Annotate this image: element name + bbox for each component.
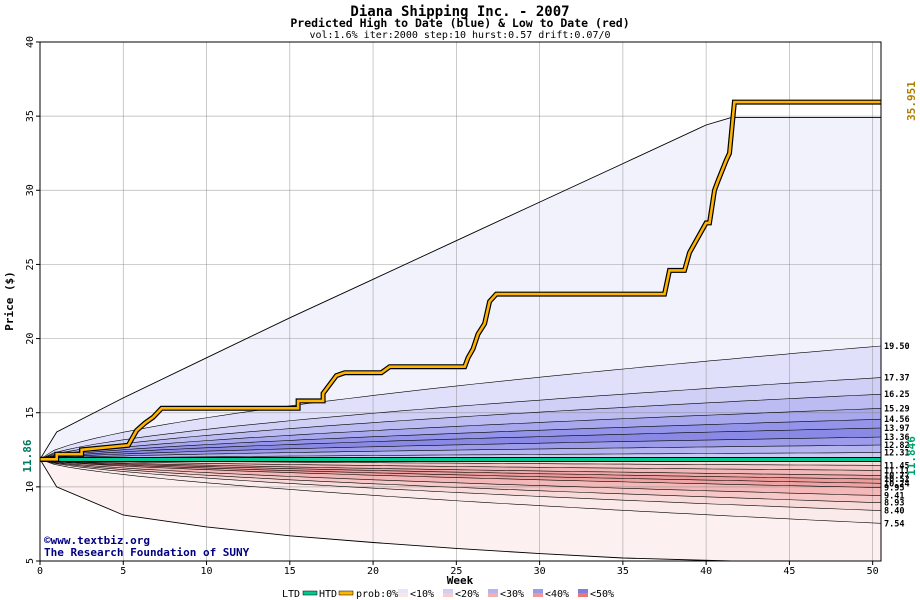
upper-band-line-4 [39,418,882,460]
upper-band-line-1 [39,377,882,460]
series-lines [39,99,882,562]
band-label-3: 15.29 [884,404,910,414]
legend-swatch-red-2 [488,593,498,597]
legend-swatch-red-4 [578,593,588,597]
legend-item-label-0: <10% [410,589,434,600]
band-label-8: 12.31 [884,449,910,459]
band-label-15: 9.41 [884,492,904,502]
legend-ltd-label: LTD [282,589,300,600]
high-to-date-line [40,100,881,461]
legend-item-label-4: <50% [590,589,614,600]
band-label-17: 8.40 [884,507,904,517]
upper-band-line-3 [39,408,882,460]
plot-border [39,41,882,562]
x-tick-label-15: 15 [284,566,296,577]
lower-band-line-8 [39,459,882,511]
upper-band-line-0 [39,345,882,460]
x-tick-label-5: 5 [120,566,126,577]
lower-band-line-6 [39,459,882,496]
x-tick-label-0: 0 [37,566,43,577]
watermark-url: ©www.textbiz.org [44,534,150,547]
legend-ltd-swatch [302,590,318,596]
band-label-6: 13.36 [884,433,910,443]
current-price-label: 11.846 [905,436,918,476]
legend-htd-swatch [338,590,354,596]
x-tick-label-30: 30 [534,566,546,577]
watermark-org: The Research Foundation of SUNY [44,546,250,559]
y-tick-label-40: 40 [25,36,36,48]
lower-band-line-1 [39,459,882,471]
legend-swatch-blue-1 [443,589,453,593]
legend-swatch-blue-4 [578,589,588,593]
band-label-14: 9.95 [884,484,904,494]
y-tick-label-10: 10 [25,481,36,493]
y-tick-label-35: 35 [25,110,36,122]
band-label-13: 10.24 [884,479,910,489]
lower-band-line-7 [39,459,882,503]
upper-band-line-2 [39,393,882,460]
y-tick-label-25: 25 [25,258,36,270]
chart-subtitle: Predicted High to Date (blue) & Low to D… [290,16,629,30]
start-price-label: 11.86 [21,439,34,472]
y-tick-label-5: 5 [25,558,36,564]
legend-item-label-1: <20% [455,589,479,600]
band-label-0: 19.50 [884,342,910,352]
x-tick-label-40: 40 [700,566,712,577]
upper-band-line-5 [39,427,882,460]
band-label-10: 11.11 [884,466,910,476]
legend-swatch-blue-2 [488,589,498,593]
legend-swatch-red-0 [398,593,408,597]
legend-swatch-blue-3 [533,589,543,593]
band-label-16: 8.93 [884,499,904,509]
band-label-11: 10.77 [884,471,910,481]
band-label-5: 13.97 [884,424,910,434]
high-to-date-label: 35.951 [905,81,918,121]
x-tick-label-10: 10 [201,566,213,577]
x-tick-label-20: 20 [367,566,379,577]
legend-swatch-red-1 [443,593,453,597]
x-tick-label-50: 50 [867,566,879,577]
legend-item-label-3: <40% [545,589,569,600]
band-label-1: 17.37 [884,374,910,384]
lower-band-line-2 [39,459,882,476]
band-labels: 19.50 17.37 16.25 15.2914.5613.9713.3612.82… [884,342,910,529]
legend-swatch-red-3 [533,593,543,597]
lower-band-line-3 [39,459,882,480]
y-tick-label-30: 30 [25,184,36,196]
band-label-18: 7.54 [884,519,904,529]
y-tick-label-20: 20 [25,333,36,345]
lower-band-line-4 [39,459,882,484]
chart-title: Diana Shipping Inc. - 2007 [350,4,569,20]
legend-prob-label: prob:0% [356,589,398,600]
x-axis-label: Week [447,574,474,587]
x-tick-label-25: 25 [450,566,462,577]
band-label-12: 10.52 [884,475,910,485]
legend-htd-label: HTD [319,589,337,600]
upper-band-line-7 [39,444,882,460]
lower-envelope-line [39,459,732,562]
y-axis-label: Price ($) [3,271,16,331]
chart-params: vol:1.6% iter:2000 step:10 hurst:0.57 dr… [309,30,610,41]
band-label-2: 16.25 [884,390,910,400]
lower-band-line-5 [39,459,882,488]
lower-band-line-9 [39,459,882,524]
upper-band-line-6 [39,436,882,460]
band-label-4: 14.56 [884,415,910,425]
x-tick-label-45: 45 [783,566,795,577]
legend: LTD HTD prob:0% <10% <20% <30% <40% <50% [282,589,614,600]
upper-envelope-line [39,117,881,460]
y-tick-label-15: 15 [25,407,36,419]
legend-item-label-2: <30% [500,589,524,600]
x-tick-label-35: 35 [617,566,629,577]
probability-bands [40,117,881,561]
legend-swatch-blue-0 [398,589,408,593]
band-label-7: 12.82 [884,441,910,451]
band-label-9: 11.45 [884,461,910,471]
